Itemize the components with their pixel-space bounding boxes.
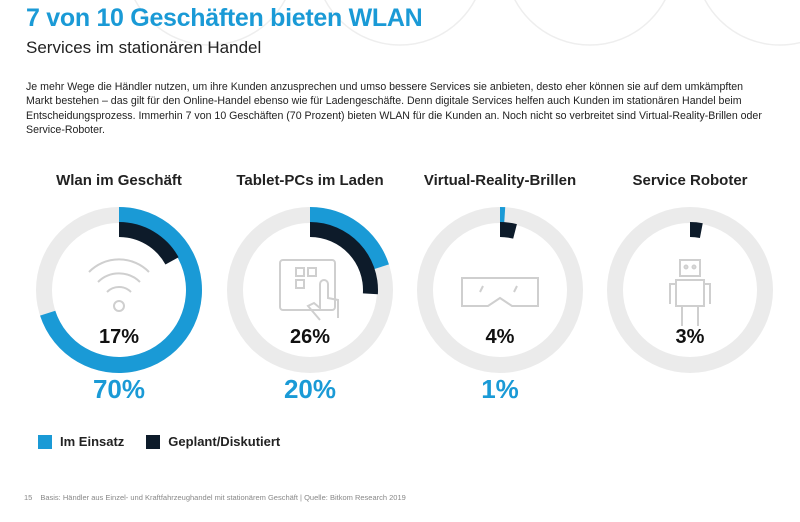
- page-number: 15: [24, 493, 33, 502]
- legend-label: Im Einsatz: [60, 434, 125, 449]
- decorative-circles: [134, 0, 800, 46]
- source-note: Basis: Händler aus Einzel- und Kraftfahr…: [40, 493, 406, 502]
- geplant-value-label: 4%: [485, 326, 515, 348]
- legend-swatch: [146, 434, 161, 449]
- geplant-value-label: 26%: [289, 326, 331, 348]
- chart-title: Service Roboter: [632, 172, 748, 189]
- geplant-arc: [310, 222, 378, 295]
- geplant-arc: [119, 222, 179, 265]
- chart-title: Virtual-Reality-Brillen: [423, 172, 577, 189]
- legend: Im Einsatz Geplant/Diskutiert: [38, 434, 280, 449]
- legend-label: Geplant/Diskutiert: [168, 434, 281, 449]
- legend-item-geplant: Geplant/Diskutiert: [146, 434, 280, 449]
- footer: 15 Basis: Händler aus Einzel- und Kraftfa…: [24, 493, 414, 502]
- tablet-icon: [279, 259, 339, 321]
- ring-track: [607, 207, 773, 373]
- intro-text: Je mehr Wege die Händler nutzen, um ihre…: [26, 81, 762, 136]
- chart-title: Wlan im Geschäft: [56, 172, 182, 189]
- chart-title: Tablet-PCs im Laden: [236, 172, 384, 189]
- vr-glasses-icon: [461, 277, 539, 307]
- geplant-value-label: 3%: [675, 326, 705, 348]
- im-einsatz-arc: [310, 207, 389, 270]
- geplant-arc: [500, 222, 517, 239]
- wifi-icon: [88, 258, 150, 312]
- legend-swatch: [38, 434, 52, 449]
- im-einsatz-value-label: 1%: [481, 374, 519, 404]
- geplant-value-label: 17%: [98, 326, 140, 348]
- im-einsatz-value-label: 20%: [283, 374, 337, 404]
- page-subtitle: Services im stationären Handel: [26, 38, 262, 57]
- im-einsatz-value-label: 70%: [92, 374, 146, 404]
- robot-icon: [669, 259, 711, 326]
- im-einsatz-arc: [500, 207, 506, 224]
- geplant-arc: [690, 222, 703, 238]
- legend-item-im-einsatz: Im Einsatz: [38, 434, 124, 449]
- page-title: 7 von 10 Geschäften bieten WLAN: [26, 4, 423, 32]
